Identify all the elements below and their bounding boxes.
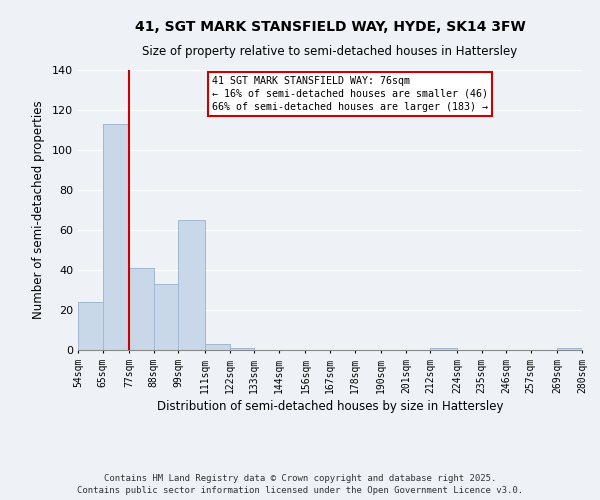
Bar	[78, 302, 103, 350]
Y-axis label: Number of semi-detached properties: Number of semi-detached properties	[32, 100, 45, 320]
Text: 41, SGT MARK STANSFIELD WAY, HYDE, SK14 3FW: 41, SGT MARK STANSFIELD WAY, HYDE, SK14 …	[134, 20, 526, 34]
Bar	[430, 348, 457, 350]
Bar	[103, 124, 129, 350]
Bar	[178, 220, 205, 350]
Bar	[129, 268, 154, 350]
X-axis label: Distribution of semi-detached houses by size in Hattersley: Distribution of semi-detached houses by …	[157, 400, 503, 413]
Bar	[205, 344, 230, 350]
Bar	[154, 284, 178, 350]
Text: Contains HM Land Registry data © Crown copyright and database right 2025.
Contai: Contains HM Land Registry data © Crown c…	[77, 474, 523, 495]
Text: Size of property relative to semi-detached houses in Hattersley: Size of property relative to semi-detach…	[142, 45, 518, 58]
Bar	[557, 348, 582, 350]
Bar	[230, 348, 254, 350]
Text: 41 SGT MARK STANSFIELD WAY: 76sqm
← 16% of semi-detached houses are smaller (46): 41 SGT MARK STANSFIELD WAY: 76sqm ← 16% …	[212, 76, 488, 112]
